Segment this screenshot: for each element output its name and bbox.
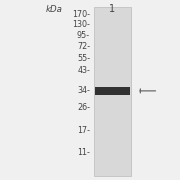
Text: 130-: 130-	[72, 20, 90, 29]
Text: 11-: 11-	[77, 148, 90, 157]
Text: 26-: 26-	[77, 103, 90, 112]
Text: 17-: 17-	[77, 126, 90, 135]
Text: 95-: 95-	[77, 31, 90, 40]
Text: 1: 1	[109, 4, 116, 15]
Text: kDa: kDa	[46, 4, 62, 14]
Text: 43-: 43-	[77, 66, 90, 75]
Text: 72-: 72-	[77, 42, 90, 51]
Text: 34-: 34-	[77, 86, 90, 95]
Bar	[95, 87, 130, 95]
Text: 170-: 170-	[72, 10, 90, 19]
Bar	[94, 7, 131, 176]
Text: 55-: 55-	[77, 54, 90, 63]
